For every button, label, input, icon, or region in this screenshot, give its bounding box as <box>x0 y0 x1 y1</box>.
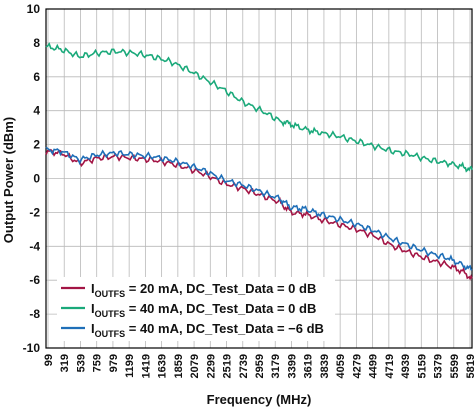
y-tick-label: 0 <box>33 172 40 186</box>
series-line <box>45 42 473 173</box>
y-tick-label: 8 <box>33 36 40 50</box>
x-tick-label: 2739 <box>238 354 250 378</box>
legend-label-subscript: OUTFS <box>95 309 126 319</box>
x-tick-label: 4279 <box>351 354 363 378</box>
legend: IOUTFS = 20 mA, DC_Test_Data = 0 dBIOUTF… <box>57 277 335 341</box>
y-tick-label: -2 <box>29 205 40 219</box>
x-tick-label: 5159 <box>416 354 428 378</box>
x-tick-label: 2519 <box>222 354 234 378</box>
y-tick-label: -6 <box>29 273 40 287</box>
x-tick-label: 4719 <box>384 354 396 378</box>
x-tick-label: 1419 <box>140 354 152 378</box>
legend-label: IOUTFS = 20 mA, DC_Test_Data = 0 dB <box>91 281 316 299</box>
x-tick-label: 5379 <box>433 354 445 378</box>
legend-label-main: I <box>91 321 95 336</box>
legend-label: IOUTFS = 40 mA, DC_Test_Data = −6 dB <box>91 321 324 339</box>
x-tick-label: 3179 <box>270 354 282 378</box>
x-tick-label: 4499 <box>368 354 380 378</box>
legend-label: IOUTFS = 40 mA, DC_Test_Data = 0 dB <box>91 301 316 319</box>
x-tick-label: 5599 <box>449 354 461 378</box>
series-line <box>45 146 473 271</box>
legend-label-rest: = 40 mA, DC_Test_Data = −6 dB <box>125 321 324 336</box>
x-tick-label: 3399 <box>286 354 298 378</box>
x-tick-label: 1199 <box>124 354 136 378</box>
legend-label-subscript: OUTFS <box>95 329 126 339</box>
y-tick-label: 10 <box>27 2 41 16</box>
y-axis-label: Output Power (dBm) <box>1 117 16 243</box>
x-tick-label: 979 <box>108 354 120 372</box>
series-lines <box>45 42 473 281</box>
x-tick-label: 5819 <box>465 354 474 378</box>
x-tick-label: 4059 <box>335 354 347 378</box>
x-ticks: 99 319 539 759 979 1199 1419 1639 1859 2079 2299 25… <box>43 354 474 378</box>
x-tick-label: 1859 <box>173 354 185 378</box>
y-tick-label: 4 <box>33 104 40 118</box>
x-tick-label: 1639 <box>157 354 169 378</box>
legend-label-subscript: OUTFS <box>95 289 126 299</box>
x-tick-label: 3619 <box>303 354 315 378</box>
x-tick-label: 99 <box>43 354 55 366</box>
y-tick-label: -10 <box>23 341 41 355</box>
y-ticks: 10 8 6 4 2 0 -2 -4 -6 -8 -10 <box>23 2 41 355</box>
y-tick-label: 6 <box>33 70 40 84</box>
legend-label-main: I <box>91 281 95 296</box>
legend-label-main: I <box>91 301 95 316</box>
x-tick-label: 4939 <box>400 354 412 378</box>
x-tick-label: 759 <box>92 354 104 372</box>
legend-box <box>57 277 335 341</box>
y-tick-label: -4 <box>29 239 40 253</box>
x-axis-label: Frequency (MHz) <box>207 392 312 407</box>
y-tick-label: -8 <box>29 307 40 321</box>
x-tick-label: 2959 <box>254 354 266 378</box>
x-tick-label: 2299 <box>205 354 217 378</box>
x-tick-label: 319 <box>59 354 71 372</box>
plot-frame <box>45 8 473 349</box>
legend-label-rest: = 20 mA, DC_Test_Data = 0 dB <box>125 281 316 296</box>
legend-label-rest: = 40 mA, DC_Test_Data = 0 dB <box>125 301 316 316</box>
y-tick-label: 2 <box>33 138 40 152</box>
x-tick-label: 3839 <box>319 354 331 378</box>
x-tick-label: 2079 <box>189 354 201 378</box>
x-tick-label: 539 <box>75 354 87 372</box>
